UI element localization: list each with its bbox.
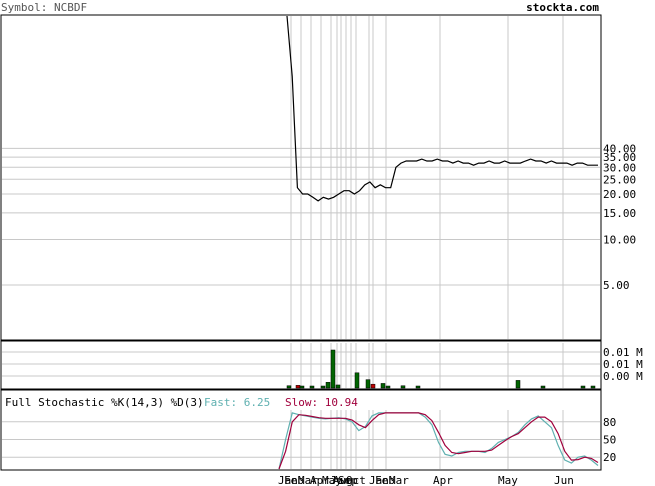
x-tick-label: Jan [369,474,389,486]
volume-bar [365,379,371,389]
volume-bar [309,385,315,389]
volume-axis-ticks: 0.01 M0.01 M0.00 M [603,346,643,383]
price-tick-label: 15.00 [603,207,636,220]
stochastic-tick-label: 20 [603,451,616,464]
volume-bar [590,385,596,389]
x-tick-label: Oct [346,474,366,486]
volume-panel: 0.01 M0.01 M0.00 M [0,340,643,390]
volume-bar [325,382,331,389]
price-tick-label: 5.00 [603,279,630,292]
stochastic-title: Full Stochastic %K(14,3) %D(3) [5,396,204,409]
price-tick-label: 40.00 [603,142,636,155]
stochastic-tick-label: 50 [603,434,616,447]
price-tick-label: 20.00 [603,188,636,201]
slow-value-label: Slow: 10.94 [285,396,358,409]
volume-bar [370,383,376,389]
price-tick-label: 10.00 [603,234,636,247]
stochastic-gridlines [2,410,600,469]
volume-bar [295,385,301,389]
volume-bars [286,349,596,389]
price-tick-label: 30.00 [603,161,636,174]
volume-bar [330,349,336,389]
x-tick-label: Apr [433,474,453,486]
x-tick-label: Mar [298,474,318,486]
x-tick-label: May [322,474,342,486]
volume-bar [380,383,386,389]
x-tick-label: Mar [389,474,409,486]
x-tick-label: Jan [278,474,298,486]
stochastic-axis-ticks: 80 50 20 [603,416,616,464]
x-tick-label: May [498,474,518,486]
volume-tick-label: 0.01 M [603,358,643,371]
price-tick-label: 35.00 [603,151,636,164]
x-tick-label: Jun [554,474,574,486]
volume-bar [320,385,326,389]
volume-frame [0,340,602,390]
volume-bar [354,372,360,389]
volume-tick-label: 0.01 M [603,346,643,359]
stochastic-tick-label: 80 [603,416,616,429]
volume-bar [400,385,406,389]
site-brand: stockta.com [526,1,599,14]
volume-bar [515,380,521,389]
price-tick-label: 25.00 [603,173,636,186]
price-gridlines [2,16,600,339]
volume-bar [286,385,292,389]
x-tick-label: Jun [330,474,350,486]
x-tick-label: Sep [338,474,358,486]
volume-bar [335,384,341,389]
volume-bar [580,385,586,389]
x-tick-label: Apr [310,474,330,486]
stochastic-panel: 80 50 20 Full Stochastic %K(14,3) %D(3) Fa… [0,389,616,471]
volume-bar [299,385,305,389]
x-tick-label: Aug [333,474,353,486]
slow-stochastic-line [278,412,599,470]
x-tick-label: Feb [284,474,304,486]
symbol-label: Symbol: NCBDF [1,1,87,14]
volume-bar [385,385,391,389]
x-tick-label: Feb [375,474,395,486]
volume-bar [415,385,421,389]
volume-tick-label: 0.00 M [603,370,643,383]
fast-value-label: Fast: 6.25 [204,396,270,409]
price-line [286,15,598,202]
price-frame [0,14,602,341]
stochastic-frame [0,389,602,471]
volume-bar [540,385,546,389]
